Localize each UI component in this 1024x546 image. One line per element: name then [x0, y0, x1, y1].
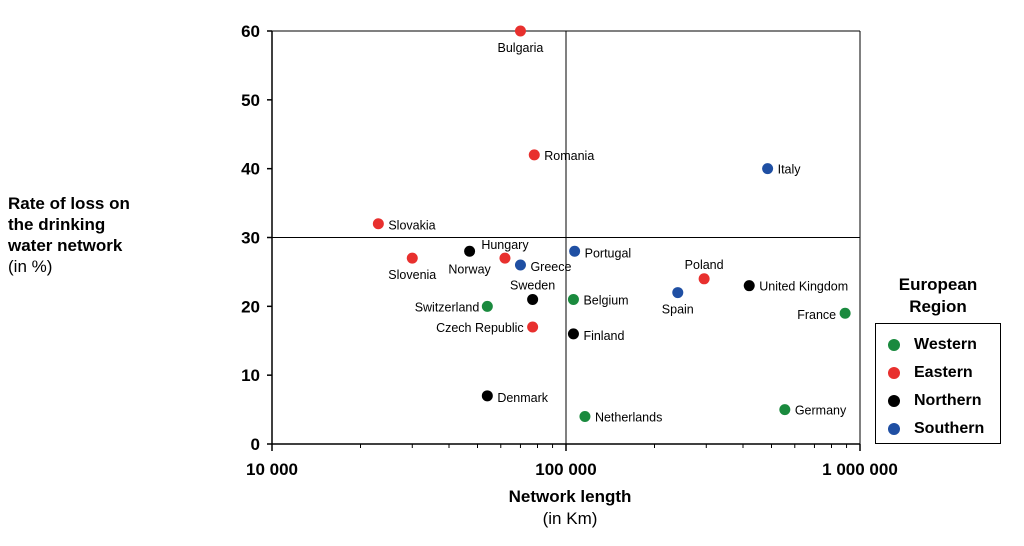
label-czech-republic: Czech Republic [436, 321, 524, 335]
label-france: France [797, 308, 836, 322]
label-bulgaria: Bulgaria [498, 41, 544, 55]
label-belgium: Belgium [583, 293, 628, 307]
legend-title: European Region [875, 274, 1001, 318]
x-tick-label: 100 000 [535, 460, 596, 479]
legend-label-western: Western [914, 336, 977, 353]
point-bulgaria [514, 25, 526, 37]
label-poland: Poland [685, 258, 724, 272]
legend-label-northern: Northern [914, 392, 982, 409]
point-italy [762, 163, 774, 175]
point-labels: Bulgaria Romania Italy Slovakia Hungary Norwa… [388, 41, 848, 424]
legend-item-western: Western [876, 331, 1000, 359]
legend-marker-western [888, 339, 900, 351]
point-norway [464, 245, 476, 257]
label-denmark: Denmark [497, 391, 548, 405]
legend-item-southern: Southern [876, 415, 1000, 443]
axis-ticks: 0 10 20 30 40 50 60 10 000 100 000 1 000 000 [241, 22, 898, 479]
label-switzerland: Switzerland [415, 300, 480, 314]
point-poland [698, 273, 710, 285]
plot-frame [271, 30, 861, 445]
y-axis-title-line1: Rate of loss on [8, 194, 130, 213]
y-tick-label: 50 [241, 91, 260, 110]
point-czech-republic [527, 321, 539, 333]
label-slovakia: Slovakia [388, 219, 435, 233]
label-romania: Romania [544, 149, 594, 163]
legend-item-eastern: Eastern [876, 359, 1000, 387]
x-axis-unit: (in Km) [542, 509, 598, 528]
label-sweden: Sweden [510, 278, 555, 292]
point-netherlands [579, 410, 591, 422]
point-united-kingdom [743, 280, 755, 292]
point-hungary [499, 252, 511, 264]
legend-item-northern: Northern [876, 387, 1000, 415]
y-axis-title-line3: water network [8, 236, 123, 255]
point-france [839, 307, 851, 319]
legend-label-southern: Southern [914, 420, 985, 437]
label-greece: Greece [530, 260, 571, 274]
label-finland: Finland [583, 329, 624, 343]
label-slovenia: Slovenia [388, 268, 436, 282]
point-switzerland [481, 300, 493, 312]
label-hungary: Hungary [481, 238, 529, 252]
point-portugal [569, 245, 581, 257]
legend: Western Eastern Northern Southern [875, 323, 1001, 444]
y-tick-label: 30 [241, 229, 260, 248]
legend-marker-southern [888, 423, 900, 435]
y-tick-label: 40 [241, 160, 260, 179]
y-tick-label: 20 [241, 297, 260, 316]
label-italy: Italy [778, 163, 802, 177]
legend-marker-northern [888, 395, 900, 407]
y-tick-label: 10 [241, 366, 260, 385]
label-portugal: Portugal [585, 246, 632, 260]
y-axis-title: Rate of loss on the drinking water netwo… [8, 193, 158, 277]
label-united-kingdom: United Kingdom [759, 280, 848, 294]
point-germany [779, 404, 791, 416]
x-axis-title-main: Network length [508, 487, 632, 506]
y-tick-label: 0 [251, 435, 260, 454]
x-tick-label: 1 000 000 [822, 460, 898, 479]
point-slovakia [372, 218, 384, 230]
point-sweden [527, 293, 539, 305]
legend-label-eastern: Eastern [914, 364, 973, 381]
x-axis-title: Network length (in Km) [430, 486, 710, 530]
data-points [372, 25, 851, 422]
label-spain: Spain [662, 303, 694, 317]
point-belgium [567, 293, 579, 305]
label-germany: Germany [795, 404, 847, 418]
label-norway: Norway [448, 262, 491, 276]
point-denmark [481, 390, 493, 402]
label-netherlands: Netherlands [595, 410, 662, 424]
legend-title-line1: European [898, 275, 978, 294]
legend-marker-eastern [888, 367, 900, 379]
y-axis-unit: (in %) [8, 257, 53, 276]
y-tick-label: 60 [241, 22, 260, 41]
point-romania [528, 149, 540, 161]
point-spain [672, 287, 684, 299]
legend-title-line2: Region [909, 297, 967, 316]
point-greece [514, 259, 526, 271]
point-slovenia [406, 252, 418, 264]
x-tick-label: 10 000 [246, 460, 298, 479]
y-axis-title-line2: the drinking [8, 215, 106, 234]
point-finland [567, 328, 579, 340]
